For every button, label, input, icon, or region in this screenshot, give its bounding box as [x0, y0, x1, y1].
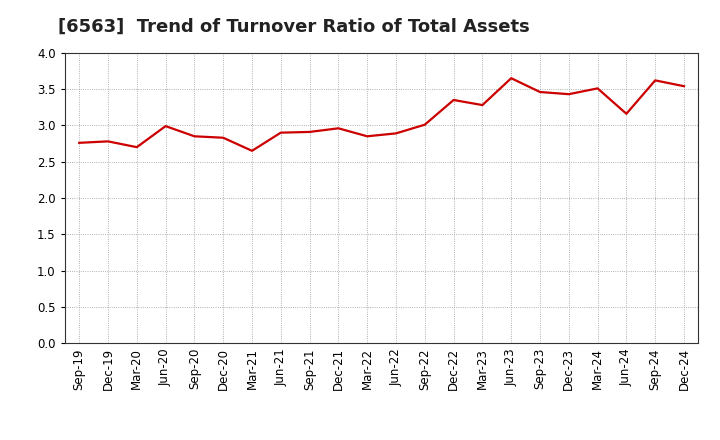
Text: [6563]  Trend of Turnover Ratio of Total Assets: [6563] Trend of Turnover Ratio of Total … — [58, 18, 529, 36]
